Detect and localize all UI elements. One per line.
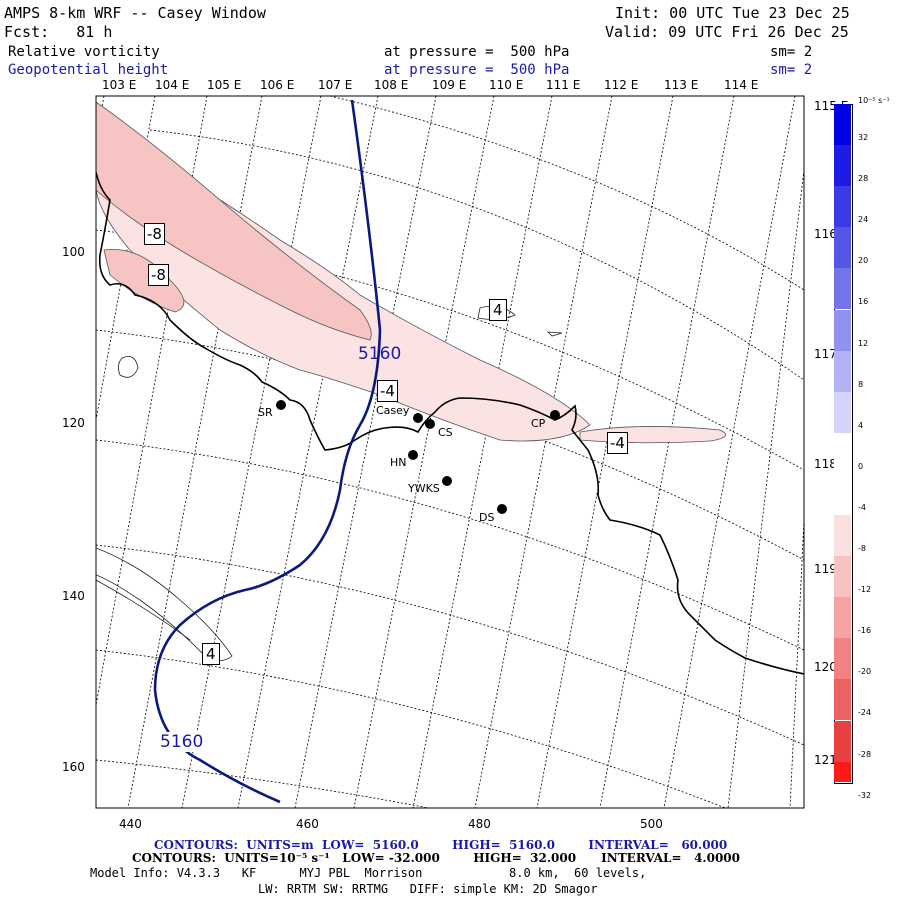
vorticity-label: -4 — [377, 380, 398, 402]
colorbar-cell — [834, 638, 851, 680]
colorbar-label: 0 — [858, 461, 864, 471]
map-title: AMPS 8-km WRF -- Casey Window — [4, 4, 266, 22]
station-marker — [497, 504, 507, 514]
colorbar-cell — [834, 350, 851, 392]
vorticity-label: 4 — [489, 299, 507, 321]
station-marker — [442, 476, 452, 486]
colorbar-cell — [834, 104, 851, 146]
colorbar-label: -16 — [858, 626, 872, 636]
lon-label: 107 E — [318, 78, 353, 92]
colorbar-label: -20 — [858, 667, 872, 677]
station-label: DS — [479, 511, 495, 524]
lon-label: 104 E — [155, 78, 190, 92]
height-label: 5160 — [358, 344, 402, 364]
station-marker — [276, 400, 286, 410]
colorbar-cell — [834, 720, 851, 762]
colorbar-cell — [834, 227, 851, 269]
station-marker — [550, 410, 560, 420]
model-physics: LW: RRTM SW: RRTMG DIFF: simple KM: 2D S… — [258, 882, 598, 896]
station-label: CS — [438, 426, 453, 439]
lon-label: 109 E — [432, 78, 467, 92]
model-info: Model Info: V4.3.3 KF MYJ PBL Morrison 8… — [90, 866, 647, 880]
forecast-hour: Fcst: 81 h — [4, 23, 113, 41]
x-tick-label: 480 — [468, 817, 491, 831]
field2-sm: sm= 2 — [770, 62, 813, 78]
vorticity-label: -8 — [148, 264, 169, 286]
colorbar-label: -12 — [858, 585, 872, 595]
field1-sm: sm= 2 — [770, 44, 813, 60]
colorbar-cell — [834, 391, 851, 433]
vorticity-label: 4 — [202, 643, 220, 665]
y-tick-label: 100 — [62, 245, 85, 259]
valid-time: Valid: 09 UTC Fri 26 Dec 25 — [605, 23, 849, 41]
colorbar-label: 12 — [858, 338, 869, 348]
height-contour-5160 — [153, 99, 382, 804]
lon-label: 110 E — [489, 78, 524, 92]
vorticity-region — [96, 101, 372, 341]
colorbar-cell — [834, 186, 851, 228]
field2-level: at pressure = 500 hPa — [384, 62, 570, 78]
colorbar-cell — [834, 309, 851, 351]
station-label: SR — [258, 406, 273, 419]
colorbar-cell — [834, 473, 851, 515]
lon-label: 114 E — [724, 78, 759, 92]
colorbar-label: -4 — [858, 502, 866, 512]
station-marker — [413, 413, 423, 423]
y-tick-label: 140 — [62, 589, 85, 603]
vorticity-contour-info: CONTOURS: UNITS=10⁻⁵ s⁻¹ LOW= -32.000 HI… — [132, 851, 740, 865]
colorbar-label: 28 — [858, 174, 869, 184]
x-tick-label: 440 — [119, 817, 142, 831]
vorticity-region — [579, 426, 727, 444]
colorbar-label: -32 — [858, 790, 872, 800]
x-tick-label: 500 — [640, 817, 663, 831]
lon-label: 111 E — [546, 78, 581, 92]
map-frame — [95, 95, 805, 809]
x-tick-label: 460 — [296, 817, 319, 831]
vorticity-label: -8 — [144, 223, 165, 245]
lon-label: 108 E — [374, 78, 409, 92]
station-label: YWKS — [408, 482, 440, 495]
station-marker — [408, 450, 418, 460]
colorbar-label: 16 — [858, 297, 869, 307]
station-label: Casey — [376, 404, 410, 417]
colorbar-cell — [834, 761, 851, 783]
colorbar-cell — [834, 268, 851, 310]
lon-label: 103 E — [102, 78, 137, 92]
height-label: 5160 — [160, 732, 204, 752]
station-marker — [425, 419, 435, 429]
colorbar-label: -28 — [858, 749, 872, 759]
y-tick-label: 120 — [62, 416, 85, 430]
colorbar-cell — [834, 556, 851, 598]
field1-level: at pressure = 500 hPa — [384, 44, 570, 60]
lon-label: 105 E — [207, 78, 242, 92]
colorbar-label: 32 — [858, 133, 869, 142]
colorbar-cell — [834, 432, 851, 474]
colorbar-label: 20 — [858, 256, 869, 266]
colorbar-cell — [834, 597, 851, 639]
init-time: Init: 00 UTC Tue 23 Dec 25 — [615, 4, 850, 22]
lon-label: 113 E — [664, 78, 699, 92]
colorbar-cell — [834, 679, 851, 721]
colorbar-label: 8 — [858, 379, 864, 389]
station-label: HN — [390, 456, 407, 469]
vorticity-label: -4 — [607, 432, 628, 454]
height-contour-info: CONTOURS: UNITS=m LOW= 5160.0 HIGH= 5160… — [154, 838, 728, 852]
field2-name: Geopotential height — [8, 62, 169, 78]
colorbar-label: 4 — [858, 420, 864, 430]
colorbar-cell — [834, 515, 851, 557]
station-label: CP — [531, 417, 546, 430]
y-tick-label: 160 — [62, 760, 85, 774]
colorbar-unit: 10⁻⁵ s⁻¹ — [858, 96, 890, 105]
field1-name: Relative vorticity — [8, 44, 160, 60]
colorbar-label: -8 — [858, 544, 866, 553]
colorbar-label: -24 — [858, 708, 872, 718]
colorbar-cell — [834, 145, 851, 187]
lon-label: 112 E — [604, 78, 639, 92]
colorbar-label: 24 — [858, 215, 869, 225]
lon-label: 106 E — [260, 78, 295, 92]
